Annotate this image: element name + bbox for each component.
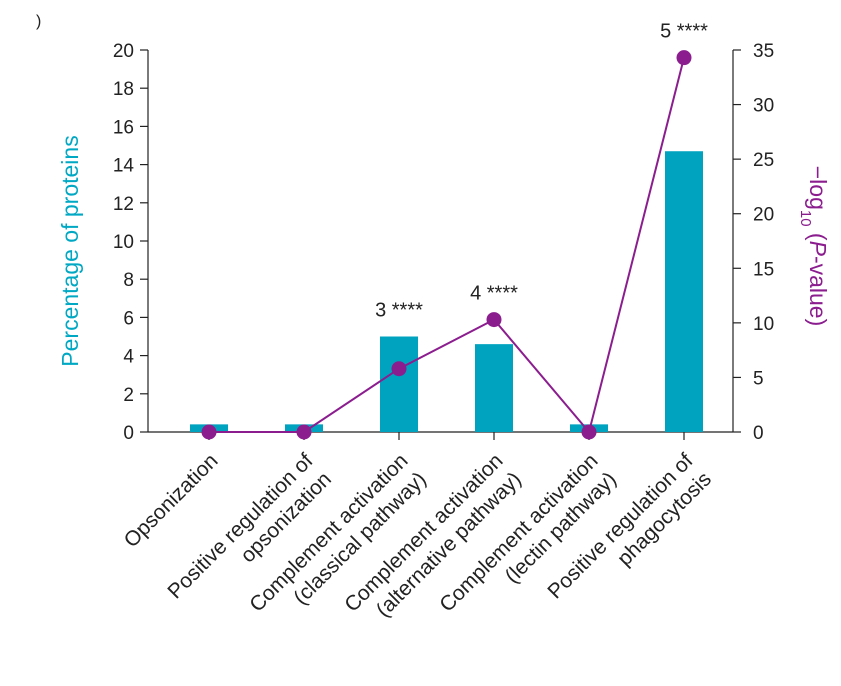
bar <box>475 344 513 432</box>
left-tick-label: 2 <box>123 385 134 406</box>
series-line <box>209 57 685 435</box>
panel-label: ) <box>36 13 41 30</box>
significance-label: 5 **** <box>660 21 708 43</box>
right-tick-label: 20 <box>753 205 774 226</box>
line-series <box>201 50 692 440</box>
right-axis-title-part: ( <box>805 227 831 241</box>
bar <box>380 336 418 432</box>
left-tick-label: 12 <box>113 194 134 215</box>
right-tick-label: 10 <box>753 314 774 335</box>
right-axis-title-part: P <box>805 241 831 257</box>
right-tick-label: 15 <box>753 259 774 280</box>
line-point <box>581 424 597 440</box>
significance-label: 3 **** <box>375 300 423 322</box>
right-axis-title-part: 10 <box>798 210 815 227</box>
line-point <box>296 424 312 440</box>
line-point <box>391 361 407 377</box>
left-tick-label: 18 <box>113 79 134 100</box>
bar <box>665 151 703 433</box>
left-tick-label: 20 <box>113 41 134 62</box>
axes <box>140 49 741 440</box>
right-tick-label: 25 <box>753 150 774 171</box>
right-axis-title-part: −log <box>805 166 831 210</box>
line-point <box>201 424 217 440</box>
labels: 0 2 4 6 8 10 12 14 16 18 20 0 5 10 15 20 25 30 35 3 **** 4 *… <box>57 21 832 622</box>
right-tick-label: 35 <box>753 41 774 62</box>
right-axis-title: −log10 (P-value) <box>798 166 832 327</box>
left-tick-label: 0 <box>123 423 134 444</box>
significance-label: 4 **** <box>470 283 518 305</box>
left-tick-label: 14 <box>113 156 135 177</box>
left-tick-label: 16 <box>113 117 134 138</box>
right-tick-label: 30 <box>753 96 774 117</box>
right-axis-title-part: -value) <box>805 256 831 326</box>
left-tick-label: 4 <box>123 347 134 368</box>
right-tick-label: 5 <box>753 368 764 389</box>
line-point <box>676 50 692 66</box>
left-tick-label: 8 <box>123 270 134 291</box>
line-point <box>486 312 502 328</box>
bar-series <box>190 151 703 433</box>
left-tick-label: 10 <box>113 232 134 253</box>
left-axis-title: Percentage of proteins <box>57 135 83 366</box>
category-label: Opsonization <box>120 449 223 552</box>
left-tick-label: 6 <box>123 308 134 329</box>
right-tick-label: 0 <box>753 423 764 444</box>
category-label-line: Opsonization <box>120 449 223 552</box>
